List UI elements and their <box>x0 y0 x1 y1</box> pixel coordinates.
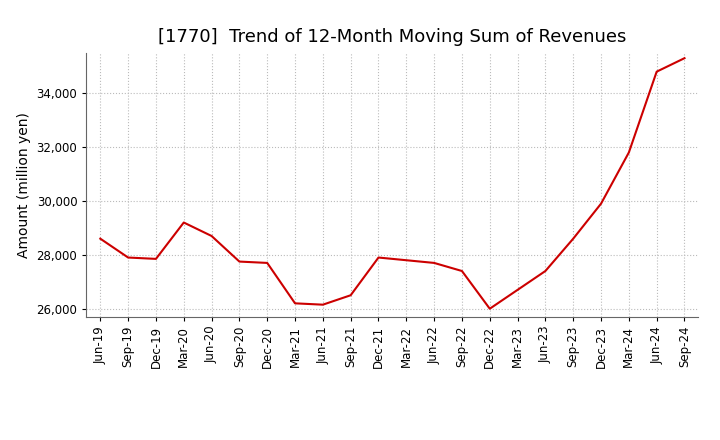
Y-axis label: Amount (million yen): Amount (million yen) <box>17 112 31 258</box>
Title: [1770]  Trend of 12-Month Moving Sum of Revenues: [1770] Trend of 12-Month Moving Sum of R… <box>158 28 626 46</box>
